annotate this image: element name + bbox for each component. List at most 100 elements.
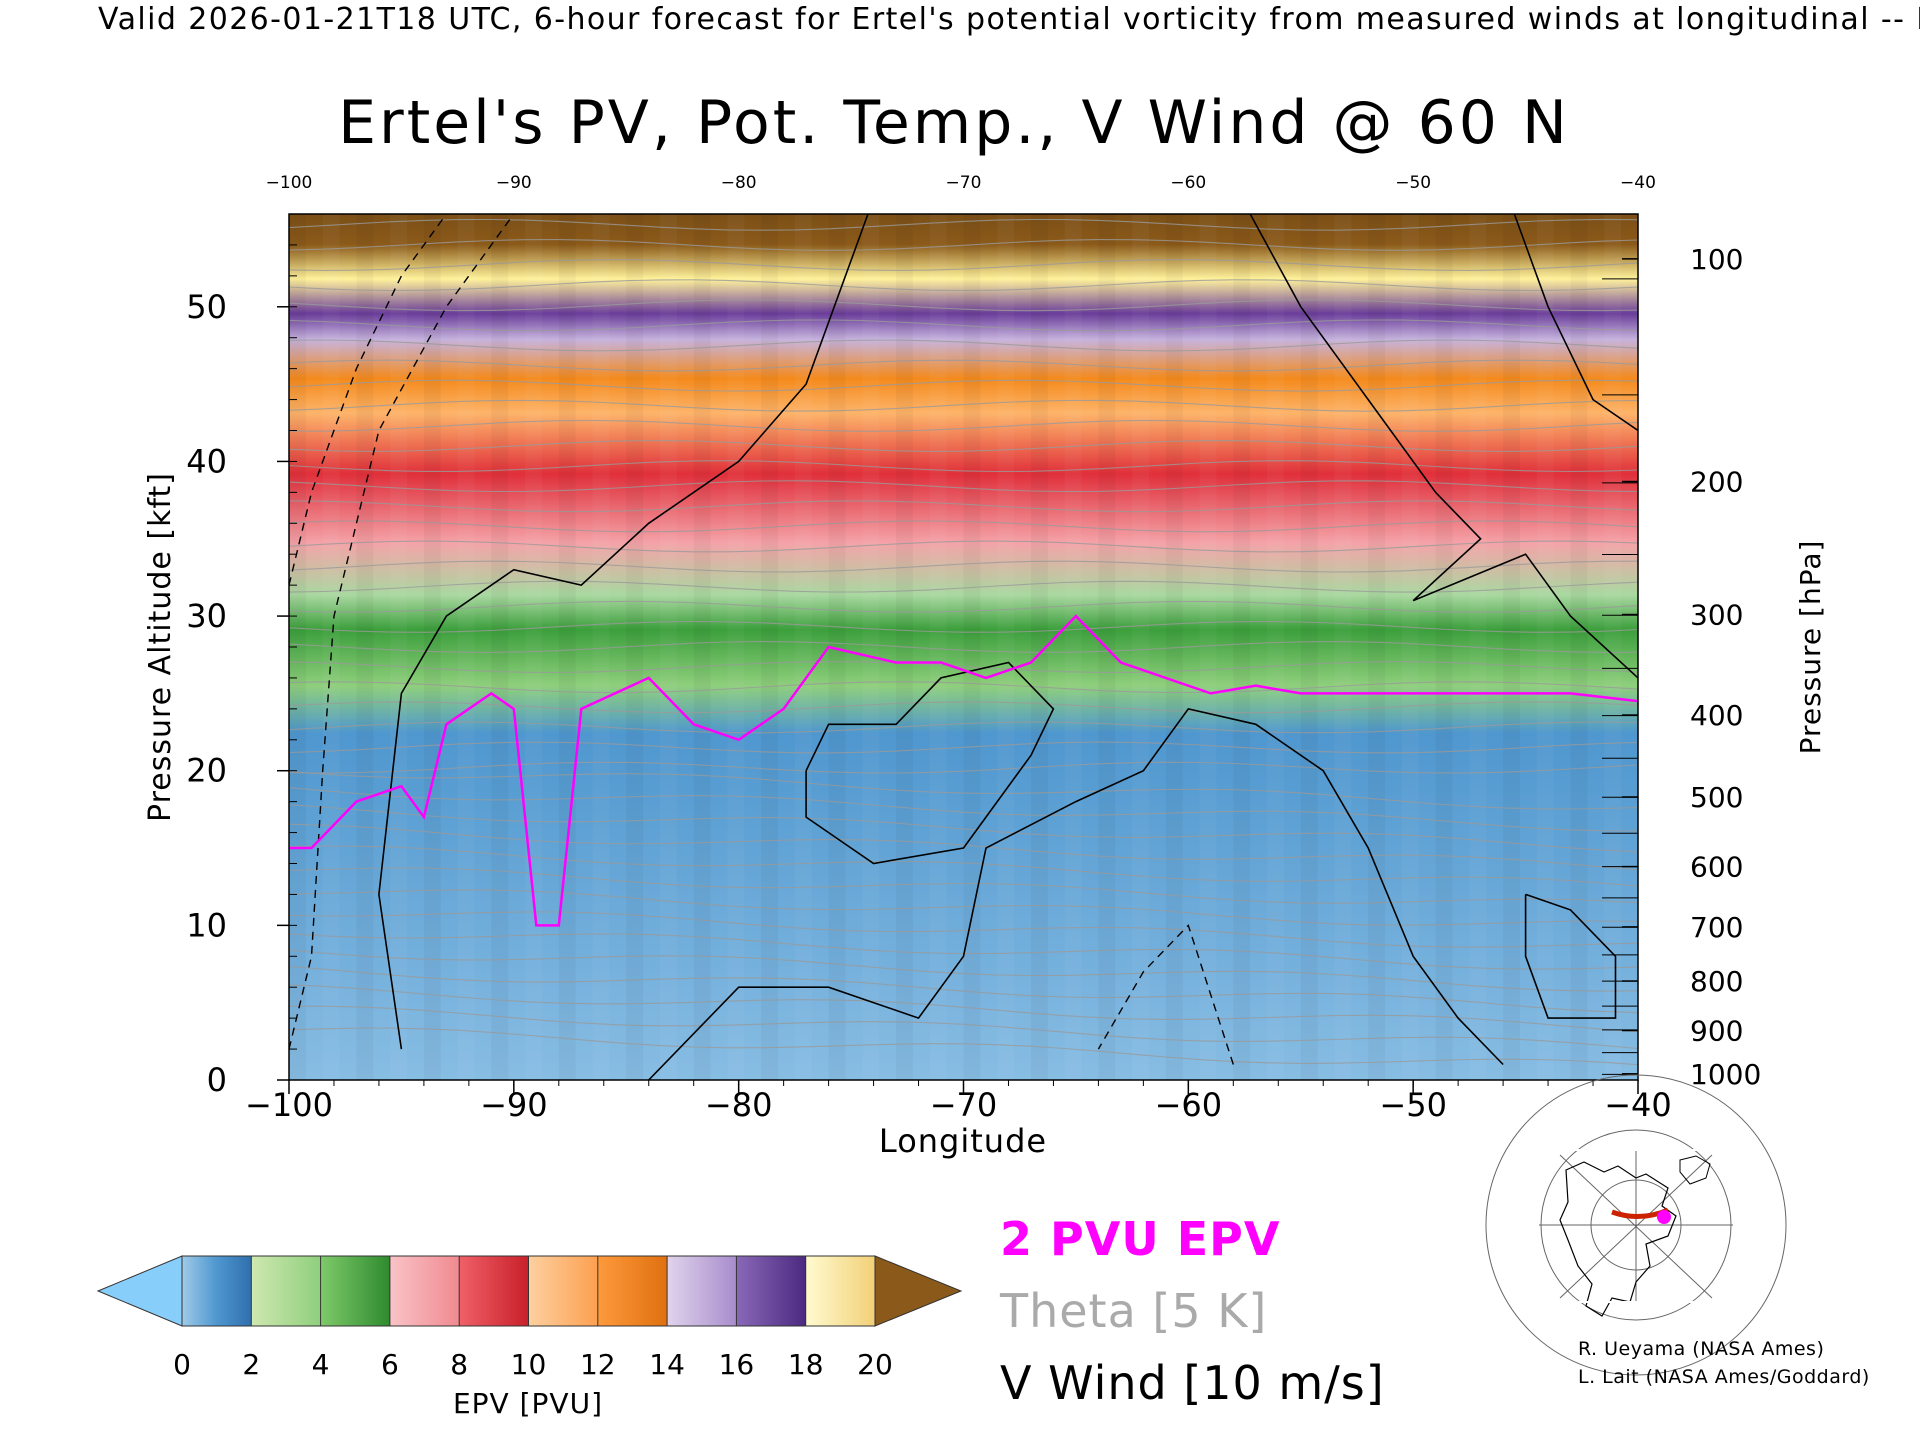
pressure-tick-label: 100 — [1690, 243, 1743, 276]
wind-contour-negative — [289, 214, 515, 1050]
pressure-axis-label: Pressure [hPa] — [1794, 540, 1827, 755]
colorbar-tick-label: 8 — [450, 1348, 468, 1381]
field-streak — [1368, 214, 1385, 1080]
top-tick-label: −50 — [1395, 173, 1431, 193]
theta-contour — [289, 1027, 1638, 1066]
field-streak — [1604, 214, 1621, 1080]
pressure-tick-label: 400 — [1690, 699, 1743, 732]
theta-contour — [289, 339, 1638, 352]
theta-contour — [289, 889, 1638, 926]
theta-contour — [289, 319, 1638, 332]
theta-contour — [289, 721, 1638, 734]
pressure-tick-label: 1000 — [1690, 1058, 1761, 1091]
top-tick-label: −40 — [1620, 173, 1656, 193]
theta-contour — [289, 299, 1638, 312]
colorbar-over-arrow — [874, 1255, 963, 1327]
field-streak — [1233, 214, 1250, 1080]
field-streak — [356, 214, 373, 1080]
theta-contour — [289, 701, 1638, 714]
theta-contour — [289, 949, 1638, 992]
x-axis-label: Longitude — [879, 1122, 1047, 1160]
theta-contour — [289, 259, 1638, 271]
wind-contour-negative — [289, 214, 447, 586]
y-tick-label: 10 — [186, 906, 227, 944]
theta-contour — [289, 279, 1638, 292]
y-axis-label: Pressure Altitude [kft] — [143, 472, 178, 822]
x-tick-label: −70 — [930, 1086, 998, 1124]
theta-contour — [289, 600, 1638, 613]
colorbar-tick-label: 10 — [511, 1348, 547, 1381]
colorbar-tick-label: 14 — [649, 1348, 685, 1381]
theta-contour — [289, 911, 1638, 948]
wind-contour — [648, 708, 1504, 1080]
theta-contour — [289, 540, 1638, 553]
field-streak — [390, 214, 407, 1080]
theta-contour — [289, 218, 1638, 231]
colorbar-under-arrow — [96, 1255, 183, 1327]
x-tick-label: −60 — [1155, 1086, 1223, 1124]
theta-contour — [289, 620, 1638, 633]
theta-contour — [289, 520, 1638, 533]
theta-contour — [289, 460, 1638, 473]
theta-contour — [289, 239, 1638, 251]
colorbar-tick-label: 12 — [580, 1348, 616, 1381]
theta-contour — [289, 1005, 1638, 1050]
field-streak — [795, 214, 812, 1080]
pressure-tick-label: 300 — [1690, 599, 1743, 632]
x-tick-label: −100 — [245, 1086, 333, 1124]
theta-contour — [289, 741, 1638, 754]
field-streak — [1537, 214, 1554, 1080]
theta-contour — [289, 804, 1638, 853]
colorbar-tick-label: 6 — [381, 1348, 399, 1381]
chart-title: Ertel's PV, Pot. Temp., V Wind @ 60 N — [338, 88, 1570, 158]
pressure-tick-label: 500 — [1690, 781, 1743, 814]
field-streak — [1503, 214, 1520, 1080]
theta-contour — [289, 641, 1638, 653]
field-streak — [525, 214, 542, 1080]
wind-contour-negative — [1097, 924, 1234, 1065]
theta-contour — [289, 440, 1638, 452]
top-tick-label: −70 — [946, 173, 982, 193]
continent-outline-icon — [1559, 1161, 1677, 1317]
credit-2: L. Lait (NASA Ames/Goddard) — [1578, 1366, 1870, 1388]
theta-contour — [289, 761, 1638, 774]
field-streak — [1436, 214, 1453, 1080]
credit-1: R. Ueyama (NASA Ames) — [1578, 1338, 1825, 1360]
top-tick-label: −90 — [496, 173, 532, 193]
field-streak — [491, 214, 508, 1080]
theta-contour — [289, 965, 1638, 1014]
y-tick-label: 40 — [186, 442, 227, 480]
legend-theta: Theta [5 K] — [1000, 1284, 1268, 1338]
pressure-tick-label: 700 — [1690, 911, 1743, 944]
wind-contour — [1513, 214, 1638, 432]
theta-contour — [289, 500, 1638, 513]
theta-contour — [289, 661, 1638, 674]
theta-contour — [289, 399, 1638, 412]
pressure-tick-label: 200 — [1690, 466, 1743, 499]
x-tick-label: −80 — [705, 1086, 773, 1124]
colorbar-tick-label: 16 — [719, 1348, 755, 1381]
field-streak — [1301, 214, 1318, 1080]
y-tick-label: 30 — [186, 597, 227, 635]
top-tick-label: −80 — [721, 173, 757, 193]
wind-contour — [805, 661, 1055, 865]
theta-contour — [289, 379, 1638, 392]
theta-contour — [289, 681, 1638, 694]
theta-contour — [289, 480, 1638, 493]
wind-contour — [1249, 214, 1638, 679]
legend-pv: 2 PVU EPV — [1000, 1212, 1281, 1266]
colorbar: 0 2 4 6 8 10 12 14 16 18 20 — [96, 1255, 963, 1381]
theta-contour — [289, 359, 1638, 372]
theta-contour — [289, 419, 1638, 432]
legend-vwind: V Wind [10 m/s] — [1000, 1356, 1385, 1410]
colorbar-label: EPV [PVU] — [453, 1387, 603, 1420]
colorbar-tick-label: 20 — [857, 1348, 893, 1381]
top-tick-label: −100 — [266, 173, 313, 193]
field-streak — [559, 214, 576, 1080]
field-streak — [1571, 214, 1588, 1080]
top-tick-label: −60 — [1170, 173, 1206, 193]
theta-contour — [289, 867, 1638, 904]
theta-contour — [289, 984, 1638, 1033]
inset-map — [1485, 1074, 1787, 1376]
